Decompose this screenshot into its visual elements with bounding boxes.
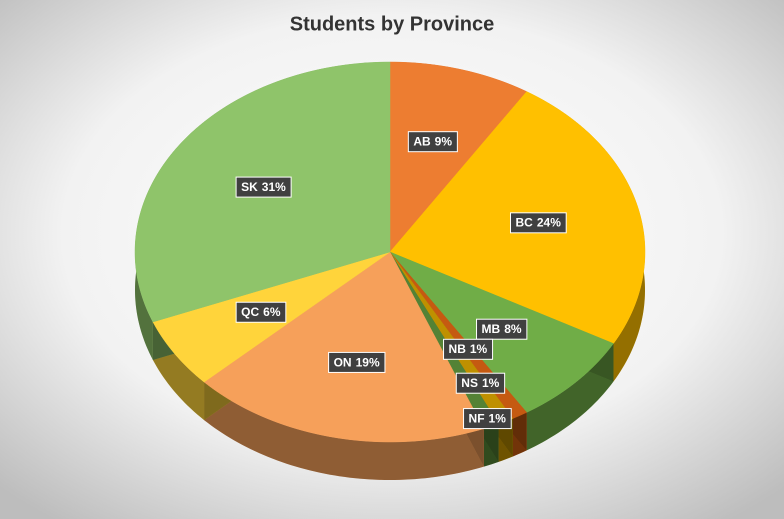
data-label: BC 24% [510,212,567,234]
data-label: SK 31% [235,176,292,198]
data-label-box [235,301,287,323]
category-label: SK [241,180,258,194]
category-label: MB [482,322,501,336]
chart-title: Students by Province [290,13,495,35]
data-label: NB 1% [443,338,494,360]
category-label: QC [241,305,259,319]
data-label-text: BC 24% [516,216,562,230]
data-label-text: AB 9% [413,135,452,149]
data-label-box [235,176,292,198]
value-label: 1% [482,376,500,390]
value-label: 1% [489,412,507,426]
data-label-text: ON 19% [334,355,380,369]
data-label-text: QC 6% [241,305,281,319]
slice [389,61,528,253]
data-label-box [407,131,458,153]
category-label: ON [334,355,352,369]
category-label: NF [469,412,485,426]
value-label: 31% [262,180,286,194]
slice-side-shade [204,382,484,480]
data-label: QC 6% [235,301,287,323]
data-label-text: NB 1% [449,342,488,356]
slice-side [204,382,484,480]
category-label: BC [516,216,534,230]
data-label: NF 1% [463,408,512,430]
slice [203,251,485,443]
category-label: AB [413,135,431,149]
value-label: 8% [504,322,522,336]
data-label: MB 8% [476,318,528,340]
data-label-text: NS 1% [461,376,499,390]
data-label: AB 9% [407,131,458,153]
value-label: 19% [356,355,380,369]
value-label: 1% [470,342,488,356]
data-label-box [510,212,567,234]
value-label: 9% [435,135,453,149]
category-label: NS [461,376,478,390]
data-label-text: SK 31% [241,180,286,194]
value-label: 6% [263,305,281,319]
data-label-box [328,351,386,373]
data-label-box [463,408,512,430]
data-label-box [455,372,506,394]
data-label-box [443,338,494,360]
data-label: ON 19% [328,351,386,373]
category-label: NB [449,342,467,356]
data-label-text: MB 8% [482,322,522,336]
data-label-box [476,318,528,340]
value-label: 24% [537,216,561,230]
data-label-text: NF 1% [469,412,507,426]
data-label: NS 1% [455,372,506,394]
